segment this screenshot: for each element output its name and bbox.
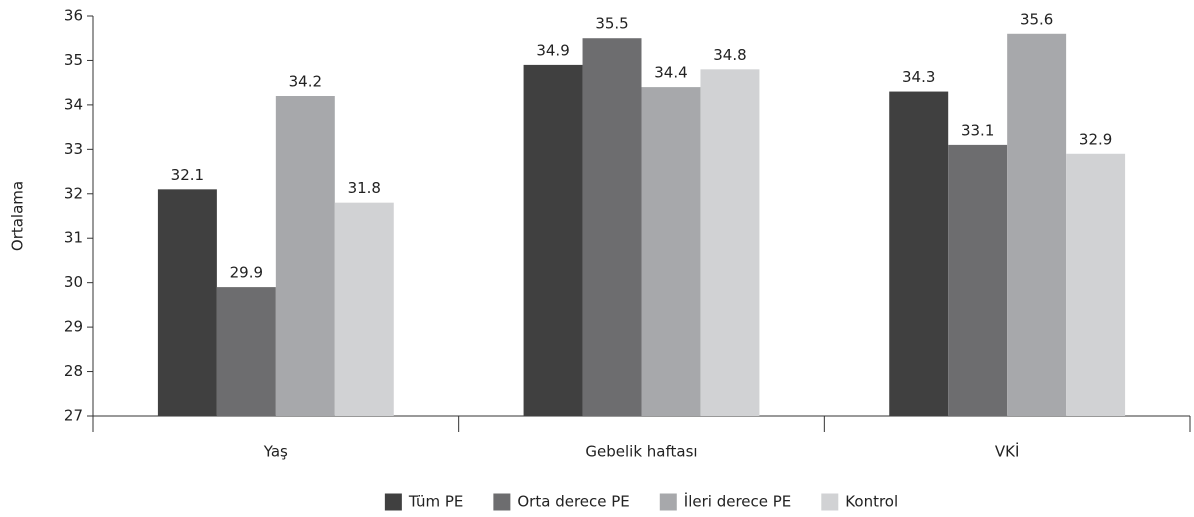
bar [216,287,276,416]
bar [1066,153,1126,416]
bar [275,96,335,416]
bar [1007,33,1067,417]
x-tick-label: VKİ [995,442,1020,461]
legend-swatch [384,493,402,511]
y-tick-label: 29 [64,318,83,336]
data-label: 32.1 [171,166,204,184]
y-tick-label: 34 [64,95,83,113]
data-label: 34.2 [289,73,322,91]
y-tick-label: 35 [64,51,83,69]
data-label: 32.9 [1079,130,1112,148]
bar [523,64,583,416]
y-tick-label: 32 [64,184,83,202]
data-label: 33.1 [961,121,994,139]
bar [889,91,949,417]
y-axis-label: Ortalama [9,181,27,251]
legend: Tüm PE Orta derece PE İleri derece PE Kontr… [384,492,898,511]
legend-swatch [821,493,839,511]
y-tick-label: 36 [64,7,83,25]
data-label: 34.9 [536,41,569,59]
x-tick-label: Yaş [263,443,288,461]
y-tick-label: 31 [64,229,83,247]
y-tick-label: 30 [64,273,83,291]
bar [700,69,760,416]
legend-label: İleri derece PE [684,492,792,511]
bar [641,87,701,416]
y-tick-label: 28 [64,362,83,380]
legend-label: Kontrol [845,493,898,511]
legend-swatch [659,493,677,511]
legend-label: Orta derece PE [517,493,629,511]
data-label: 35.6 [1020,10,1053,28]
data-label: 34.4 [654,64,687,82]
data-label: 35.5 [595,15,628,33]
legend-label: Tüm PE [408,493,464,511]
bar [948,144,1008,416]
bar [334,202,394,416]
data-label: 29.9 [230,264,263,282]
legend-swatch [493,493,511,511]
bar [582,38,642,416]
data-label: 34.3 [902,68,935,86]
data-label: 34.8 [713,46,746,64]
y-tick-label: 27 [64,407,83,425]
bar [157,189,217,416]
y-tick-label: 33 [64,140,83,158]
data-label: 31.8 [348,179,381,197]
x-tick-label: Gebelik haftası [585,443,697,461]
